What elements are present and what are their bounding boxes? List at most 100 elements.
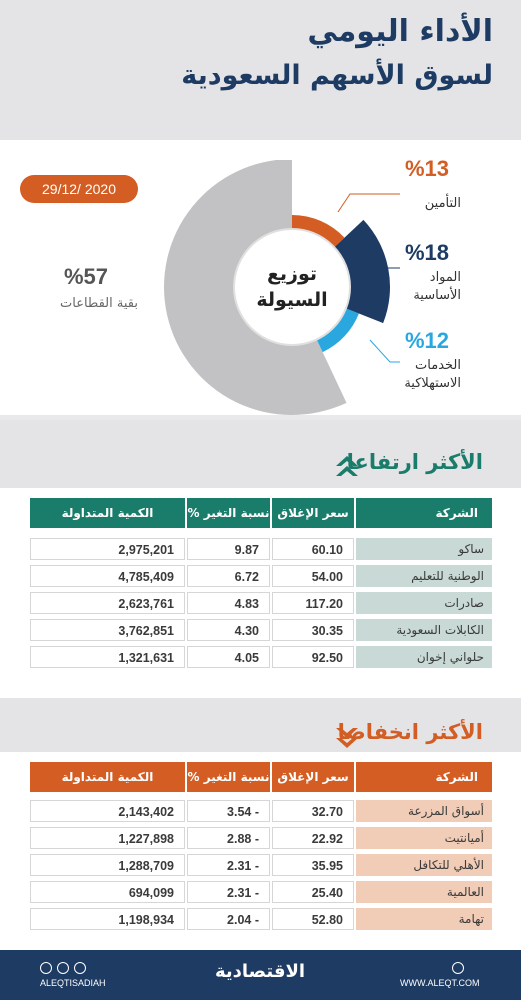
cell-change: 2.31 - bbox=[187, 881, 270, 903]
cell-close: 32.70 bbox=[272, 800, 354, 822]
losers-table-header: الكمية المتداولة نسبة التغير % سعر الإغل… bbox=[30, 762, 492, 792]
label-consumer-line2: الاستهلاكية bbox=[404, 376, 461, 391]
cell-company: العالمية bbox=[356, 881, 492, 903]
cell-close: 25.40 bbox=[272, 881, 354, 903]
pct-materials: %18 bbox=[405, 240, 450, 265]
label-materials-line2: الأساسية bbox=[413, 288, 461, 303]
cell-company: تهامة bbox=[356, 908, 492, 930]
header-change: نسبة التغير % bbox=[187, 762, 270, 792]
cell-volume: 4,785,409 bbox=[30, 565, 185, 587]
gainers-band: الأكثر ارتفاعا bbox=[0, 420, 521, 488]
header-company: الشركة bbox=[356, 498, 492, 528]
header-close: سعر الإغلاق bbox=[272, 498, 354, 528]
table-row: 1,321,631 4.05 92.50 حلواني إخوان bbox=[30, 646, 492, 670]
cell-change: 2.31 - bbox=[187, 854, 270, 876]
instagram-icon[interactable] bbox=[40, 962, 52, 974]
cell-volume: 1,198,934 bbox=[30, 908, 185, 930]
cell-change: 4.30 bbox=[187, 619, 270, 641]
cell-volume: 1,288,709 bbox=[30, 854, 185, 876]
table-row: 2,623,761 4.83 117.20 صادرات bbox=[30, 592, 492, 616]
gainers-table: الكمية المتداولة نسبة التغير % سعر الإغل… bbox=[0, 488, 521, 698]
header-close: سعر الإغلاق bbox=[272, 762, 354, 792]
pct-other-sectors: %57 bbox=[64, 264, 109, 289]
table-row: 3,762,851 4.30 30.35 الكابلات السعودية bbox=[30, 619, 492, 643]
cell-close: 30.35 bbox=[272, 619, 354, 641]
liquidity-donut-chart: توزيع السيولة bbox=[164, 160, 390, 415]
gainers-title: الأكثر ارتفاعا bbox=[346, 450, 483, 474]
donut-center-label-line2: السيولة bbox=[256, 289, 327, 311]
up-arrow-icon bbox=[336, 456, 358, 476]
cell-close: 52.80 bbox=[272, 908, 354, 930]
leader-lines bbox=[337, 193, 400, 363]
page-title: الأداء اليومي bbox=[307, 14, 493, 49]
gainers-table-header: الكمية المتداولة نسبة التغير % سعر الإغل… bbox=[30, 498, 492, 528]
donut-slice-consumer-services bbox=[316, 308, 359, 353]
social-handle: ALEQTISADIAH bbox=[40, 978, 106, 988]
cell-change: 4.83 bbox=[187, 592, 270, 614]
cell-change: 9.87 bbox=[187, 538, 270, 560]
cell-change: 4.05 bbox=[187, 646, 270, 668]
cell-close: 92.50 bbox=[272, 646, 354, 668]
donut-slice-other-sectors bbox=[164, 160, 347, 415]
cell-close: 117.20 bbox=[272, 592, 354, 614]
cell-close: 60.10 bbox=[272, 538, 354, 560]
cell-change: 2.04 - bbox=[187, 908, 270, 930]
table-row: 2,975,201 9.87 60.10 ساكو bbox=[30, 538, 492, 562]
cell-company: حلواني إخوان bbox=[356, 646, 492, 668]
cell-company: الوطنية للتعليم bbox=[356, 565, 492, 587]
donut-slice-insurance bbox=[292, 215, 345, 248]
cell-close: 22.92 bbox=[272, 827, 354, 849]
cell-change: 3.54 - bbox=[187, 800, 270, 822]
table-row: 1,198,934 2.04 -52.80 تهامة bbox=[30, 908, 492, 932]
cell-company: أسواق المزرعة bbox=[356, 800, 492, 822]
header-company: الشركة bbox=[356, 762, 492, 792]
cell-company: أميانتيت bbox=[356, 827, 492, 849]
cell-company: صادرات bbox=[356, 592, 492, 614]
cell-close: 54.00 bbox=[272, 565, 354, 587]
cell-volume: 2,623,761 bbox=[30, 592, 185, 614]
table-row: 694,099 2.31 -25.40 العالمية bbox=[30, 881, 492, 905]
cell-volume: 694,099 bbox=[30, 881, 185, 903]
table-row: 1,288,709 2.31 -35.95 الأهلي للتكافل bbox=[30, 854, 492, 878]
table-row: 2,143,402 3.54 -32.70 أسواق المزرعة bbox=[30, 800, 492, 824]
cell-volume: 1,321,631 bbox=[30, 646, 185, 668]
donut-center bbox=[233, 228, 351, 346]
cell-change: 2.88 - bbox=[187, 827, 270, 849]
pct-insurance: %13 bbox=[405, 156, 450, 181]
donut-slice-materials bbox=[334, 219, 390, 324]
cell-volume: 3,762,851 bbox=[30, 619, 185, 641]
table-row: 4,785,409 6.72 54.00 الوطنية للتعليم bbox=[30, 565, 492, 589]
cell-company: الكابلات السعودية bbox=[356, 619, 492, 641]
pct-consumer-services: %12 bbox=[405, 328, 450, 353]
cell-company: الأهلي للتكافل bbox=[356, 854, 492, 876]
page-subtitle: لسوق الأسهم السعودية bbox=[181, 60, 493, 91]
label-other-sectors: بقية القطاعات bbox=[60, 296, 138, 311]
header-volume: الكمية المتداولة bbox=[30, 498, 185, 528]
header-volume: الكمية المتداولة bbox=[30, 762, 185, 792]
table-row: 1,227,898 2.88 -22.92 أميانتيت bbox=[30, 827, 492, 851]
facebook-icon[interactable] bbox=[57, 962, 69, 974]
cell-volume: 2,975,201 bbox=[30, 538, 185, 560]
cell-volume: 2,143,402 bbox=[30, 800, 185, 822]
down-arrow-icon bbox=[336, 728, 358, 748]
brand-logo: الاقتصادية bbox=[214, 961, 306, 982]
header-change: نسبة التغير % bbox=[187, 498, 270, 528]
cell-close: 35.95 bbox=[272, 854, 354, 876]
footer: ALEQTISADIAH الاقتصادية WWW.ALEQT.COM bbox=[0, 950, 521, 1000]
label-consumer-line1: الخدمات bbox=[415, 358, 461, 373]
header-band: الأداء اليومي لسوق الأسهم السعودية bbox=[0, 0, 521, 150]
label-insurance: التأمين bbox=[424, 196, 461, 211]
cell-volume: 1,227,898 bbox=[30, 827, 185, 849]
cell-change: 6.72 bbox=[187, 565, 270, 587]
cell-company: ساكو bbox=[356, 538, 492, 560]
leader-line-insurance bbox=[337, 193, 400, 213]
website-link[interactable]: WWW.ALEQT.COM bbox=[400, 978, 480, 988]
losers-table: الكمية المتداولة نسبة التغير % سعر الإغل… bbox=[0, 752, 521, 950]
leader-line-consumer bbox=[369, 339, 400, 363]
losers-title: الأكثر انخفاضا bbox=[337, 720, 483, 744]
globe-icon bbox=[452, 962, 464, 974]
donut-center-label-line1: توزيع bbox=[267, 263, 317, 285]
date-badge: 29/12/ 2020 bbox=[20, 175, 138, 203]
label-materials-line1: المواد bbox=[429, 270, 461, 285]
twitter-icon[interactable] bbox=[74, 962, 86, 974]
